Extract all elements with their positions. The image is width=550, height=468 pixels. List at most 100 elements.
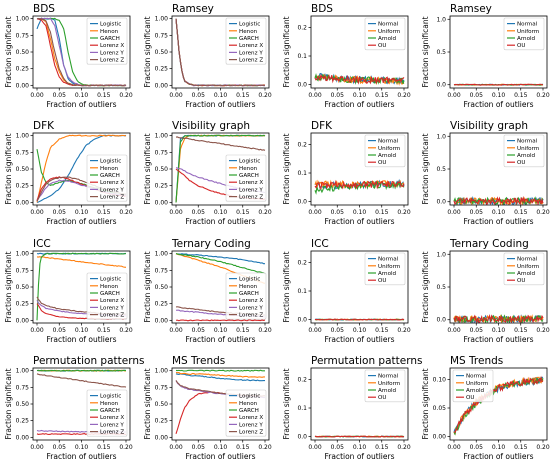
- x-tick-label: 0.00: [308, 209, 322, 216]
- y-tick-label: 0.75: [155, 32, 169, 39]
- x-tick-label: 0.05: [331, 444, 345, 451]
- x-tick-label: 0.00: [308, 327, 322, 334]
- legend-label: Uniform: [378, 29, 400, 35]
- y-tick-label: 0.0: [297, 434, 307, 441]
- y-tick-label: 0.2: [297, 376, 307, 383]
- series-line-henon: [175, 371, 266, 378]
- x-tick-label: 0.10: [492, 444, 506, 451]
- y-tick-label: 0.00: [155, 199, 169, 206]
- series-line-ou: [314, 73, 405, 85]
- x-tick-label: 0.05: [192, 209, 206, 216]
- x-tick-label: 0.20: [397, 209, 411, 216]
- subplot-13: Permutation patterns 0.00 0.05 0.10 0.15 0.20…: [4, 355, 145, 461]
- series-line-ou: [314, 435, 405, 438]
- series-line-lorenz-z: [36, 373, 127, 388]
- y-tick-label: 0.0: [436, 317, 446, 324]
- y-tick-label: 1.0: [436, 133, 446, 140]
- x-tick-label: 0.05: [53, 92, 67, 99]
- y-tick-label: 1.00: [155, 251, 169, 258]
- series-line-garch: [175, 369, 266, 372]
- x-tick-label: 0.00: [308, 92, 322, 99]
- x-tick-label: 0.05: [192, 92, 206, 99]
- x-tick-label: 0.15: [514, 209, 528, 216]
- x-tick-label: 0.15: [514, 444, 528, 451]
- x-tick-label: 0.10: [75, 209, 89, 216]
- y-tick-label: 1.00: [16, 16, 30, 23]
- x-tick-label: 0.10: [492, 92, 506, 99]
- legend-label: OU: [517, 43, 526, 49]
- x-tick-label: 0.00: [447, 92, 461, 99]
- x-axis-label: Fraction of outliers: [325, 452, 395, 461]
- x-tick-label: 0.20: [258, 209, 272, 216]
- legend-label: GARCH: [239, 173, 259, 179]
- plot-lines: [36, 17, 127, 87]
- x-tick-label: 0.05: [192, 327, 206, 334]
- legend-label: Lorenz X: [239, 415, 263, 421]
- legend-label: Lorenz X: [100, 43, 124, 49]
- plot-title: ICC: [311, 238, 329, 250]
- legend-box: [364, 252, 406, 286]
- y-tick-label: 1.00: [155, 133, 169, 140]
- y-tick-label: 1.00: [155, 16, 169, 23]
- series-line-garch: [36, 252, 127, 321]
- y-axis-label: Fraction significant: [143, 16, 152, 87]
- subplot-5: DFK 0.00 0.05 0.10 0.15 0.20 0.00 0.25 0.50 0.75 1…: [4, 120, 133, 226]
- legend-label: Lorenz X: [239, 180, 263, 186]
- subplot-10: Ternary Coding 0.00 0.05 0.10 0.15 0.20 0.00 0.…: [143, 238, 272, 344]
- x-tick-label: 0.15: [97, 92, 111, 99]
- x-tick-label: 0.05: [53, 327, 67, 334]
- x-tick-label: 0.00: [447, 327, 461, 334]
- legend-label: Lorenz X: [239, 43, 263, 49]
- x-axis-label: Fraction of outliers: [186, 100, 256, 109]
- subplot-16: MS Trends 0.00 0.05 0.10 0.15 0.20 0.00 0.05 0.1…: [421, 355, 550, 461]
- x-tick-label: 0.15: [375, 444, 389, 451]
- subplot-9: ICC 0.00 0.05 0.10 0.15 0.20 0.00 0.25 0.50 0.75 1…: [4, 238, 133, 344]
- y-tick-label: 0.1: [297, 53, 307, 60]
- y-tick-label: 0.00: [16, 199, 30, 206]
- x-tick-label: 0.00: [447, 209, 461, 216]
- legend-label: Lorenz X: [100, 415, 124, 421]
- subplot-3: BDS 0.00 0.05 0.10 0.15 0.20 0.0 0.1 0.2 Fraction…: [282, 3, 411, 109]
- y-axis-label: Fraction significant: [421, 16, 430, 87]
- legend-label: Lorenz Z: [239, 313, 263, 319]
- subplot-1: BDS 0.00 0.05 0.10 0.15 0.20 0.00 0.25 0.50 0.75 1…: [4, 3, 133, 109]
- y-axis-label: Fraction significant: [4, 16, 13, 87]
- legend-label: OU: [466, 395, 475, 401]
- y-tick-label: 0.1: [297, 288, 307, 295]
- y-tick-label: 1.00: [16, 251, 30, 258]
- series-line-lorenz-z: [175, 18, 266, 87]
- x-tick-label: 0.10: [353, 209, 367, 216]
- legend-box: [503, 134, 545, 168]
- legend-label: Lorenz Y: [100, 422, 124, 428]
- legend-label: Normal: [517, 139, 538, 145]
- x-tick-label: 0.20: [536, 327, 550, 334]
- y-tick-label: 0.50: [16, 49, 30, 56]
- x-tick-label: 0.05: [331, 92, 345, 99]
- legend-label: Henon: [100, 401, 119, 407]
- x-tick-label: 0.05: [53, 209, 67, 216]
- legend-label: GARCH: [100, 36, 120, 42]
- y-axis-label: Fraction significant: [282, 133, 291, 204]
- x-tick-label: 0.15: [97, 209, 111, 216]
- legend-label: Henon: [239, 166, 258, 172]
- x-tick-label: 0.00: [30, 444, 44, 451]
- x-axis-label: Fraction of outliers: [464, 217, 534, 226]
- x-tick-label: 0.10: [353, 327, 367, 334]
- y-tick-label: 0.50: [155, 49, 169, 56]
- legend-label: Normal: [378, 374, 399, 380]
- y-tick-label: 0.0: [297, 199, 307, 206]
- y-tick-label: 0.25: [16, 66, 30, 73]
- y-tick-label: 0.0: [297, 82, 307, 89]
- x-tick-label: 0.15: [236, 209, 250, 216]
- series-line-ou: [314, 179, 405, 190]
- x-axis-label: Fraction of outliers: [464, 452, 534, 461]
